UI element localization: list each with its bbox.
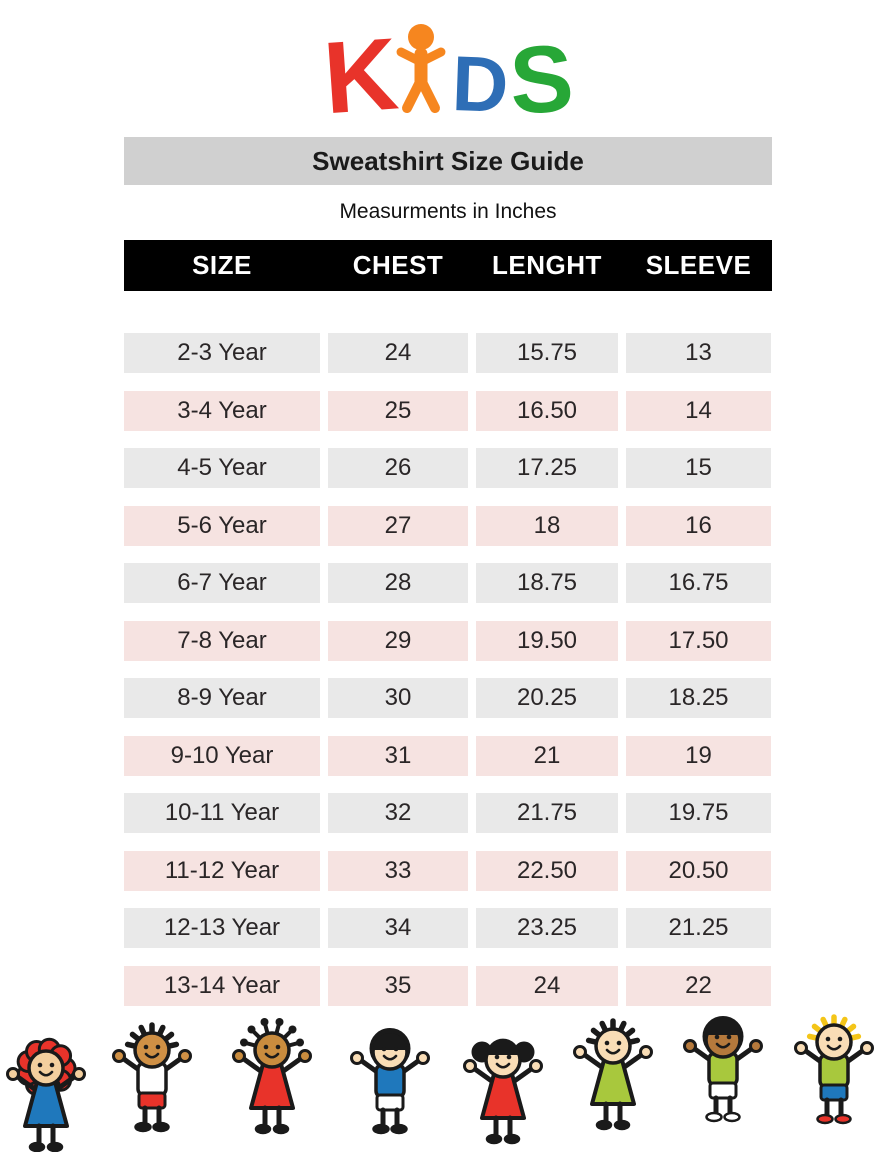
sleeve-cell: 19 <box>626 735 771 776</box>
length-cell: 16.50 <box>476 390 618 431</box>
column-header-length: LENGHT <box>492 250 602 280</box>
size-cell: 6-7 Year <box>124 563 320 603</box>
size-cell: 11-12 Year <box>124 850 320 891</box>
table-row: 12-13 Year 34 23.25 21.25 <box>124 908 772 948</box>
kid-blonde-spiky-green-shirt-blue-shorts <box>794 1014 874 1125</box>
column-header-chest: CHEST <box>352 250 444 280</box>
chest-cell: 27 <box>328 505 468 546</box>
chest-cell: 33 <box>328 850 468 891</box>
table-row: 13-14 Year 35 24 22 <box>124 965 772 1006</box>
child-figure-icon <box>394 20 448 121</box>
title-bar: Sweatshirt Size Guide <box>124 137 772 185</box>
sleeve-cell: 16.75 <box>626 563 771 603</box>
table-row: 8-9 Year 30 20.25 18.25 <box>124 678 772 718</box>
chest-cell: 34 <box>328 908 468 948</box>
chest-cell: 31 <box>328 735 468 776</box>
sleeve-cell: 21.25 <box>626 908 771 948</box>
sleeve-cell: 17.50 <box>626 620 771 661</box>
table-row: 9-10 Year 31 21 19 <box>124 735 772 776</box>
table-row: 2-3 Year 24 15.75 13 <box>124 333 772 373</box>
length-cell: 18.75 <box>476 563 618 603</box>
length-cell: 22.50 <box>476 850 618 891</box>
length-cell: 20.25 <box>476 678 618 718</box>
size-cell: 8-9 Year <box>124 678 320 718</box>
sleeve-cell: 18.25 <box>626 678 771 718</box>
table-row: 5-6 Year 27 18 16 <box>124 505 772 546</box>
kid-bowl-cut-blue-shirt-white-pants <box>350 1028 430 1135</box>
length-cell: 17.25 <box>476 448 618 488</box>
chest-cell: 28 <box>328 563 468 603</box>
table-row: 10-11 Year 32 21.75 19.75 <box>124 793 772 833</box>
sleeve-cell: 15 <box>626 448 771 488</box>
sleeve-cell: 14 <box>626 390 771 431</box>
size-cell: 13-14 Year <box>124 965 320 1006</box>
length-cell: 19.50 <box>476 620 618 661</box>
units-subtitle: Measurments in Inches <box>339 200 557 223</box>
table-row: 7-8 Year 29 19.50 17.50 <box>124 620 772 661</box>
table-row: 6-7 Year 28 18.75 16.75 <box>124 563 772 603</box>
chest-cell: 26 <box>328 448 468 488</box>
table-header: SIZE CHEST LENGHT SLEEVE <box>124 240 772 291</box>
kid-red-flower-hair-blue-dress <box>6 1037 86 1152</box>
length-cell: 23.25 <box>476 908 618 948</box>
sleeve-cell: 19.75 <box>626 793 771 833</box>
logo-letter-k: K <box>320 16 400 136</box>
chest-cell: 32 <box>328 793 468 833</box>
chest-cell: 24 <box>328 333 468 373</box>
kid-spiky-hair-green-dress <box>573 1018 653 1131</box>
chest-cell: 30 <box>328 678 468 718</box>
length-cell: 21 <box>476 735 618 776</box>
sleeve-cell: 16 <box>626 505 771 546</box>
size-cell: 9-10 Year <box>124 735 320 776</box>
kid-pigtails-red-dress <box>463 1038 543 1145</box>
kid-green-tank-white-shorts <box>683 1016 763 1123</box>
length-cell: 18 <box>476 505 618 546</box>
logo-letter-s: S <box>507 24 575 135</box>
kids-illustration <box>6 1014 874 1152</box>
length-cell: 24 <box>476 965 618 1006</box>
size-cell: 4-5 Year <box>124 448 320 488</box>
logo-letter-d: D <box>450 38 508 129</box>
chest-cell: 29 <box>328 620 468 661</box>
length-cell: 21.75 <box>476 793 618 833</box>
size-cell: 3-4 Year <box>124 390 320 431</box>
kid-curly-pigtails-red-dress <box>232 1017 312 1135</box>
size-cell: 12-13 Year <box>124 908 320 948</box>
sleeve-cell: 13 <box>626 333 771 373</box>
page-title: Sweatshirt Size Guide <box>312 145 584 176</box>
table-row: 11-12 Year 33 22.50 20.50 <box>124 850 772 891</box>
size-rows: 2-3 Year 24 15.75 13 3-4 Year 25 16.50 1… <box>124 333 772 1006</box>
length-cell: 15.75 <box>476 333 618 373</box>
kid-spiky-hair-white-shirt-red-pants <box>112 1022 192 1133</box>
kids-logo: K D S <box>0 8 896 136</box>
table-row: 4-5 Year 26 17.25 15 <box>124 448 772 488</box>
chest-cell: 25 <box>328 390 468 431</box>
size-cell: 10-11 Year <box>124 793 320 833</box>
size-cell: 5-6 Year <box>124 505 320 546</box>
column-header-size: SIZE <box>192 250 252 280</box>
table-row: 3-4 Year 25 16.50 14 <box>124 390 772 431</box>
sleeve-cell: 20.50 <box>626 850 771 891</box>
size-cell: 2-3 Year <box>124 333 320 373</box>
size-cell: 7-8 Year <box>124 620 320 661</box>
column-header-sleeve: SLEEVE <box>645 250 752 280</box>
chest-cell: 35 <box>328 965 468 1006</box>
sleeve-cell: 22 <box>626 965 771 1006</box>
